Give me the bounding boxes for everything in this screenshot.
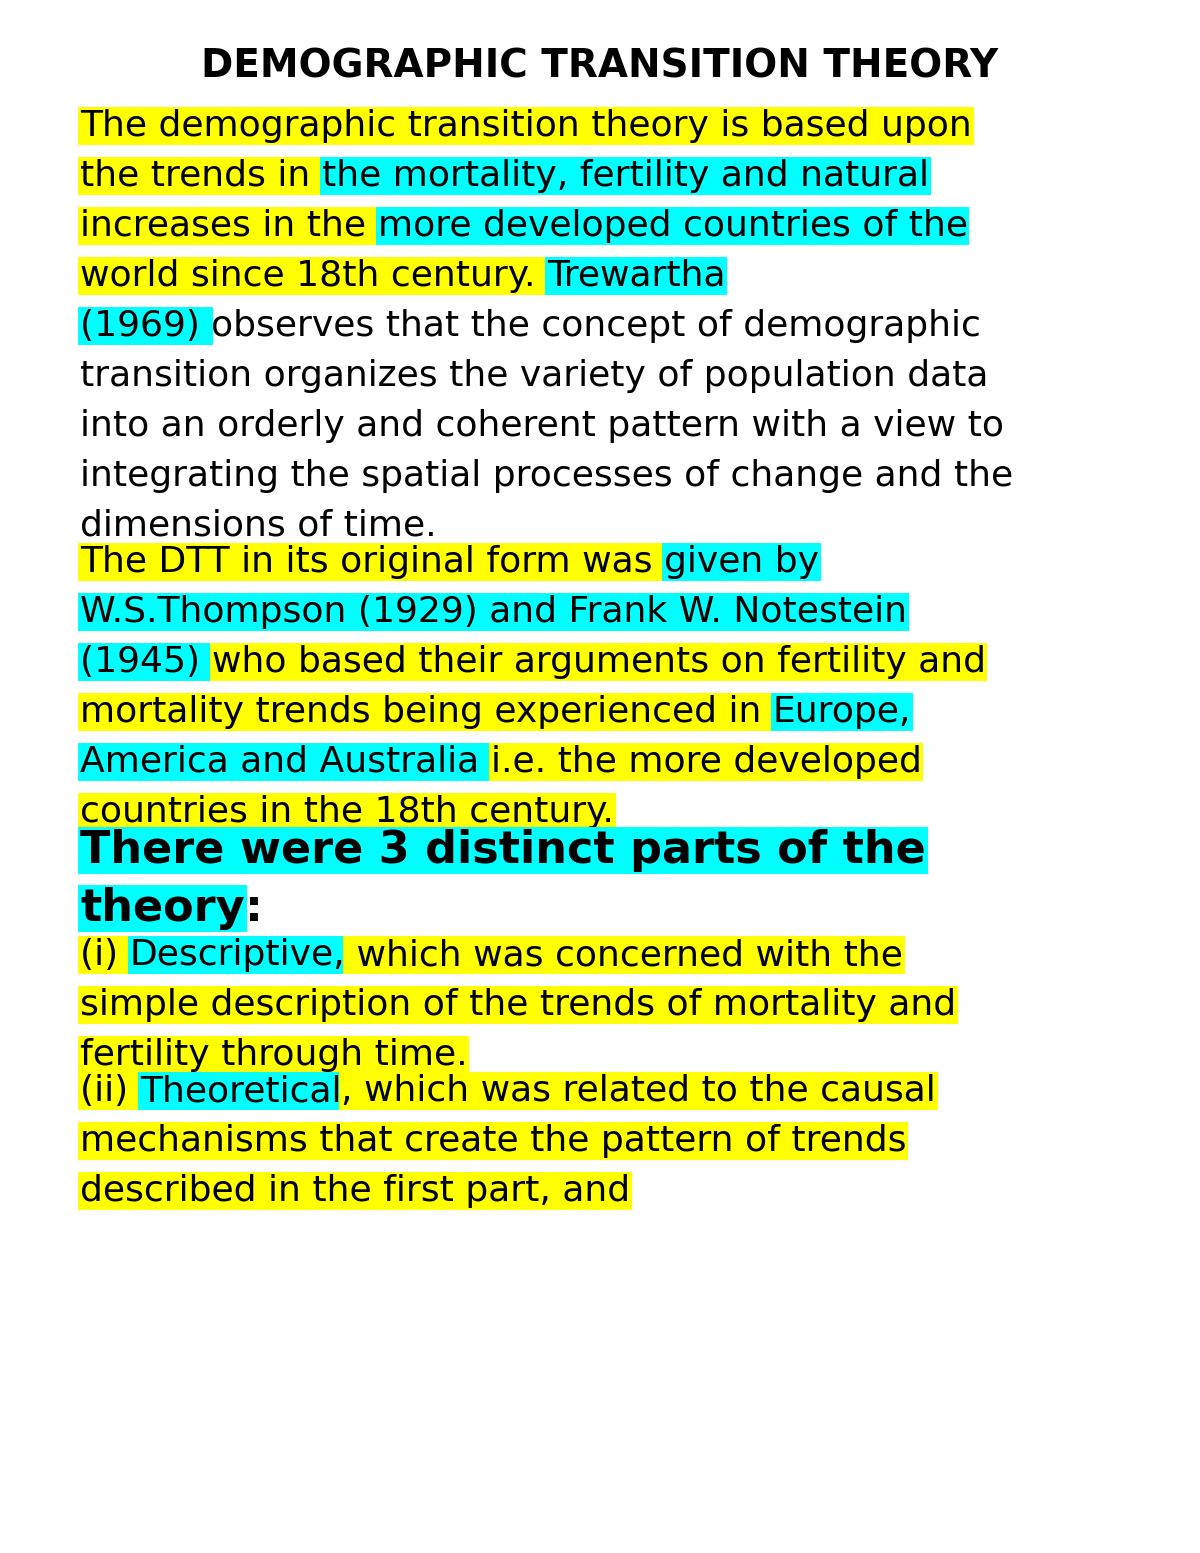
Text: :: :: [245, 887, 263, 930]
Text: more developed countries of the: more developed countries of the: [378, 210, 967, 242]
Text: Europe,: Europe,: [773, 696, 911, 728]
Text: mechanisms that create the pattern of trends: mechanisms that create the pattern of tr…: [80, 1124, 906, 1159]
Text: The demographic transition theory is based upon: The demographic transition theory is bas…: [80, 109, 972, 143]
Text: W.S.Thompson (1929) and Frank W. Notestein: W.S.Thompson (1929) and Frank W. Noteste…: [80, 595, 907, 629]
Text: observes that the concept of demographic: observes that the concept of demographic: [211, 309, 982, 343]
Text: (1969): (1969): [80, 309, 211, 343]
Text: which was concerned with the: which was concerned with the: [346, 938, 904, 972]
Text: America and Australia: America and Australia: [80, 745, 491, 780]
Text: (i): (i): [80, 938, 130, 972]
Text: who based their arguments on fertility and: who based their arguments on fertility a…: [211, 644, 985, 679]
Text: the trends in: the trends in: [80, 158, 322, 193]
Text: the mortality, fertility and natural: the mortality, fertility and natural: [322, 158, 929, 193]
Text: into an orderly and coherent pattern with a view to: into an orderly and coherent pattern wit…: [80, 408, 1004, 443]
Text: world since 18th century.: world since 18th century.: [80, 259, 547, 294]
Text: (ii): (ii): [80, 1075, 139, 1107]
Text: integrating the spatial processes of change and the: integrating the spatial processes of cha…: [80, 460, 1013, 492]
Text: fertility through time.: fertility through time.: [80, 1037, 468, 1072]
Text: mortality trends being experienced in: mortality trends being experienced in: [80, 696, 773, 728]
Text: DEMOGRAPHIC TRANSITION THEORY: DEMOGRAPHIC TRANSITION THEORY: [202, 48, 998, 85]
Text: transition organizes the variety of population data: transition organizes the variety of popu…: [80, 359, 989, 393]
Text: The DTT in its original form was: The DTT in its original form was: [80, 545, 664, 579]
Text: increases in the: increases in the: [80, 210, 378, 242]
Text: There were 3 distinct parts of the: There were 3 distinct parts of the: [80, 829, 925, 871]
Text: theory: theory: [80, 887, 245, 930]
Text: countries in the 18th century.: countries in the 18th century.: [80, 795, 614, 829]
Text: given by: given by: [664, 545, 818, 579]
Text: Trewartha: Trewartha: [547, 259, 726, 294]
Text: , which was related to the causal: , which was related to the causal: [341, 1075, 936, 1107]
Text: simple description of the trends of mortality and: simple description of the trends of mort…: [80, 988, 956, 1022]
Text: (1945): (1945): [80, 644, 211, 679]
Text: i.e. the more developed: i.e. the more developed: [491, 745, 922, 780]
Text: described in the first part, and: described in the first part, and: [80, 1174, 630, 1208]
Text: dimensions of time.: dimensions of time.: [80, 509, 437, 544]
Text: Theoretical: Theoretical: [139, 1075, 341, 1107]
Text: Descriptive,: Descriptive,: [130, 938, 346, 972]
